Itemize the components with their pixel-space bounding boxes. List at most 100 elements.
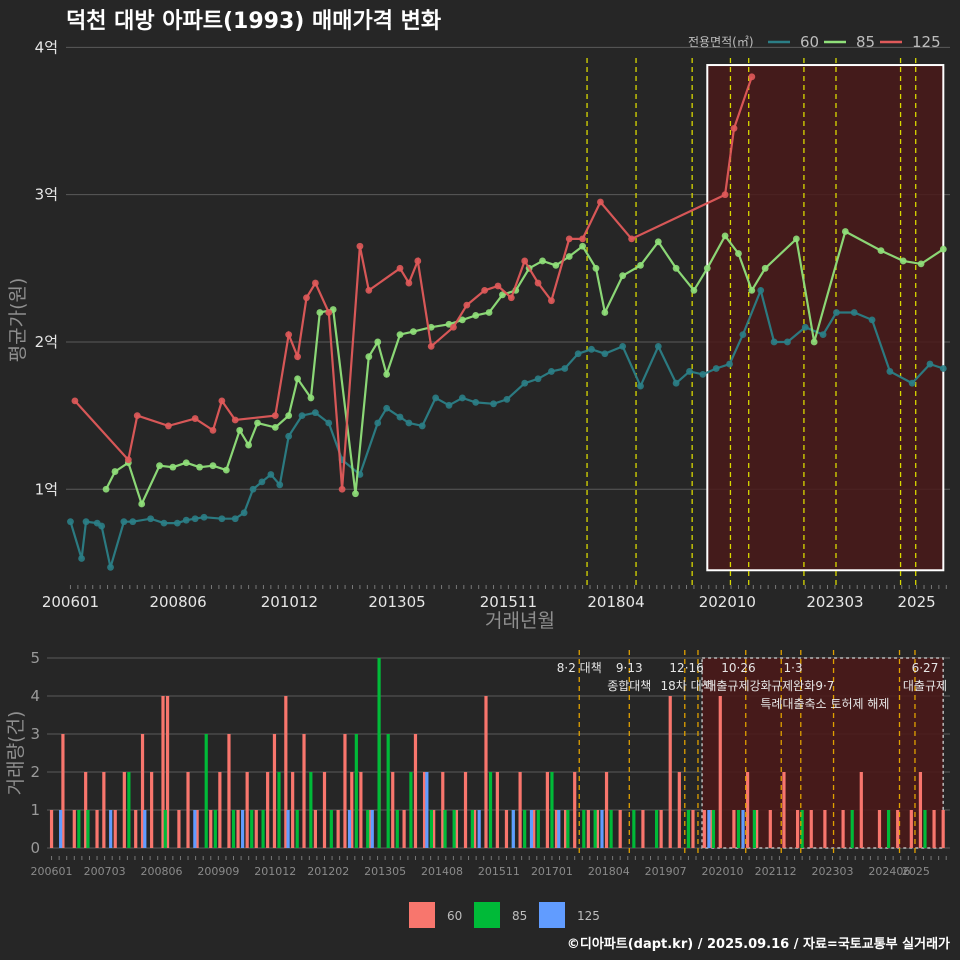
volume-y-tick-label: 1 — [30, 801, 40, 819]
volume-y-axis-label: 거래량(건) — [5, 711, 27, 796]
volume-bar-85 — [632, 810, 636, 848]
volume-bar-60 — [391, 772, 395, 848]
price-series — [67, 73, 947, 571]
volume-legend-key-85 — [474, 902, 500, 928]
price-point-60 — [418, 422, 426, 430]
volume-bar-85 — [886, 810, 891, 848]
price-x-tick-label: 201305 — [368, 593, 425, 611]
price-point-60 — [325, 419, 333, 427]
price-point-60 — [739, 331, 747, 338]
price-point-85 — [690, 287, 698, 294]
price-point-85 — [761, 264, 769, 272]
volume-bar-60 — [272, 734, 277, 848]
price-point-60 — [588, 345, 595, 353]
price-point-60 — [298, 412, 306, 420]
price-x-tick-label: 200806 — [149, 593, 206, 611]
volume-bar-60 — [161, 696, 165, 848]
volume-bar-125 — [347, 810, 352, 848]
volume-x-tick-label: 200601 — [31, 865, 73, 878]
volume-bar-85 — [163, 810, 167, 848]
price-point-60 — [850, 309, 858, 316]
price-x-tick-label: 202303 — [806, 593, 863, 611]
price-point-60 — [503, 396, 511, 403]
legend-label-125: 125 — [912, 33, 941, 51]
price-point-85 — [209, 462, 217, 470]
price-point-85 — [182, 459, 190, 467]
volume-bar-125 — [529, 810, 534, 848]
price-point-125 — [730, 124, 738, 132]
volume-bar-60 — [134, 810, 138, 848]
volume-bar-60 — [595, 810, 600, 848]
volume-bar-60 — [245, 772, 249, 848]
volume-bar-85 — [593, 810, 597, 848]
price-point-85 — [111, 468, 119, 475]
price-point-85 — [365, 353, 373, 361]
volume-bar-60 — [932, 810, 936, 848]
policy-annotation: 18차 대책 — [660, 678, 712, 693]
volume-bar-85 — [77, 810, 81, 848]
volume-bar-60 — [691, 810, 695, 848]
volume-bar-125 — [557, 810, 561, 848]
price-point-125 — [463, 301, 471, 309]
price-point-125 — [303, 294, 310, 302]
price-point-60 — [637, 382, 644, 390]
price-point-85 — [792, 235, 800, 243]
volume-bar-60 — [209, 810, 213, 848]
volume-y-tick-label: 2 — [30, 763, 40, 781]
price-point-60 — [160, 519, 168, 527]
volume-bar-60 — [350, 772, 354, 848]
policy-annotation: 대출규제강화 — [705, 679, 771, 693]
price-point-85 — [939, 245, 947, 253]
price-point-60 — [521, 379, 529, 387]
volume-bar-85 — [443, 810, 447, 848]
volume-x-tick-label: 202406 — [868, 865, 910, 878]
volume-x-tick-label: 201511 — [478, 865, 520, 878]
volume-y-tick-label: 3 — [30, 725, 40, 743]
price-point-85 — [316, 309, 324, 316]
volume-bar-60 — [641, 810, 645, 848]
price-point-85 — [156, 462, 163, 470]
volume-x-tick-label: 201202 — [307, 865, 349, 878]
price-point-85 — [458, 316, 466, 324]
volume-bar-60 — [745, 772, 750, 848]
price-point-60 — [98, 522, 106, 530]
volume-bar-60 — [545, 772, 550, 848]
volume-bar-85 — [204, 734, 208, 848]
price-point-125 — [285, 331, 293, 338]
volume-bar-85 — [686, 810, 691, 848]
price-point-60 — [67, 518, 74, 526]
volume-bar-60 — [122, 772, 126, 848]
legend-label-60: 60 — [800, 33, 819, 51]
price-point-125 — [71, 397, 79, 405]
price-point-85 — [196, 463, 204, 471]
policy-annotation: 8·2 대책 — [557, 660, 602, 675]
price-point-60 — [672, 379, 680, 387]
price-point-85 — [601, 309, 609, 316]
price-point-125 — [494, 282, 502, 290]
price-point-125 — [271, 412, 279, 420]
volume-legend: 60 85 125 — [409, 902, 600, 928]
legend-label-85: 85 — [856, 33, 875, 51]
price-point-85 — [271, 423, 279, 431]
policy-annotations: 8·2 대책 9·13 종합대책 12·16 18차 대책 10·26 대출규제강화 1·3 규… — [557, 660, 947, 711]
volume-bar-60 — [322, 772, 327, 848]
area-legend: 전용면적(㎡) 60 85 125 — [688, 33, 941, 51]
price-point-85 — [637, 261, 644, 269]
price-point-85 — [294, 375, 301, 383]
price-point-85 — [735, 250, 742, 257]
volume-bar-60 — [218, 772, 222, 848]
volume-bar-60 — [782, 772, 786, 848]
volume-bar-85 — [609, 810, 613, 848]
price-point-125 — [427, 342, 435, 350]
volume-bar-85 — [488, 772, 493, 848]
volume-bar-60 — [313, 810, 317, 848]
volume-bar-60 — [702, 810, 706, 848]
price-point-60 — [120, 518, 128, 526]
price-series-line-85 — [105, 229, 944, 508]
price-x-tick-label: 200601 — [42, 593, 99, 611]
price-x-tick-label: 2025 — [898, 593, 936, 611]
price-point-125 — [124, 456, 132, 464]
price-point-60 — [601, 350, 609, 358]
price-point-60 — [191, 515, 199, 523]
